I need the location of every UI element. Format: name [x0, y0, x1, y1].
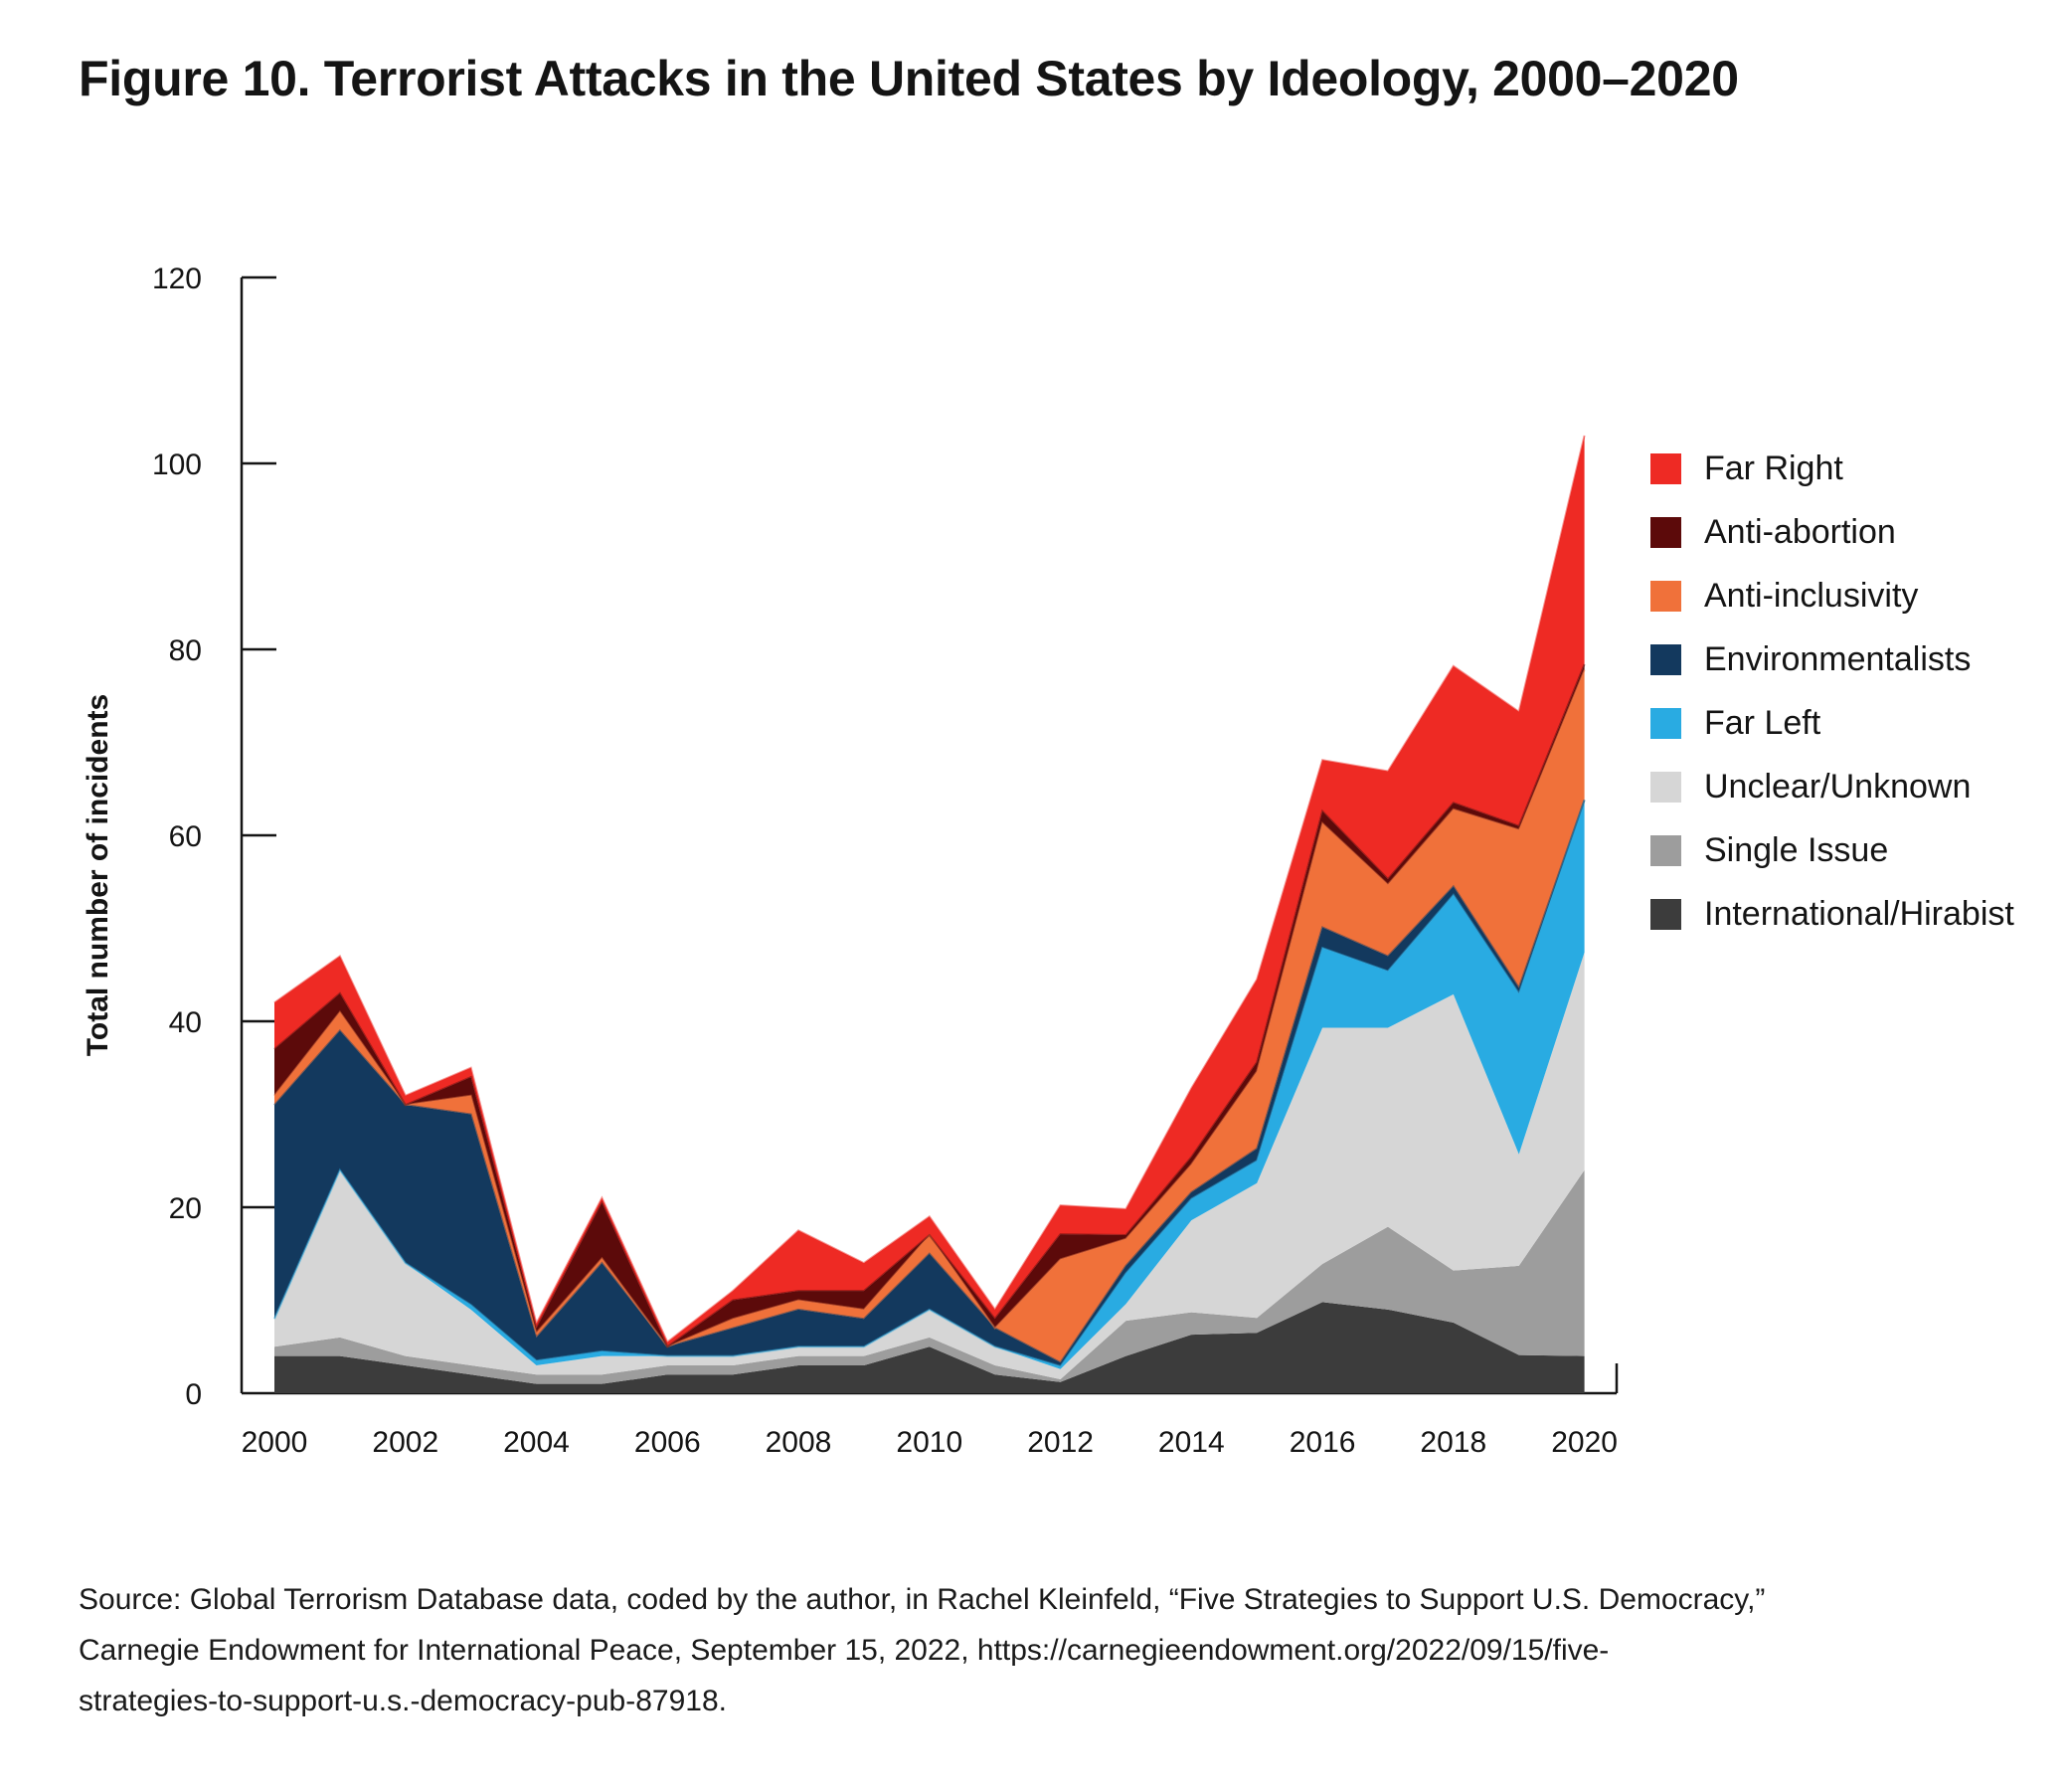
svg-text:Anti-inclusivity: Anti-inclusivity [1704, 577, 1918, 615]
svg-text:2020: 2020 [1551, 1426, 1618, 1459]
svg-text:80: 80 [169, 634, 202, 667]
svg-text:2008: 2008 [766, 1426, 832, 1459]
svg-text:2002: 2002 [372, 1426, 438, 1459]
svg-text:2014: 2014 [1158, 1426, 1225, 1459]
svg-text:2004: 2004 [503, 1426, 570, 1459]
svg-text:60: 60 [169, 820, 202, 853]
svg-text:2016: 2016 [1290, 1426, 1356, 1459]
svg-text:2010: 2010 [896, 1426, 962, 1459]
svg-text:2012: 2012 [1027, 1426, 1094, 1459]
svg-text:0: 0 [185, 1378, 202, 1411]
svg-text:Total number of incidents: Total number of incidents [82, 694, 114, 1056]
svg-text:Anti-abortion: Anti-abortion [1704, 513, 1896, 551]
svg-text:20: 20 [169, 1192, 202, 1225]
svg-text:Unclear/Unknown: Unclear/Unknown [1704, 768, 1971, 806]
svg-text:Far Right: Far Right [1704, 449, 1843, 487]
svg-text:2006: 2006 [634, 1426, 701, 1459]
svg-text:Far Left: Far Left [1704, 704, 1821, 742]
svg-text:120: 120 [152, 263, 202, 295]
svg-text:Single Issue: Single Issue [1704, 831, 1888, 869]
svg-text:40: 40 [169, 1006, 202, 1039]
svg-text:International/Hirabist: International/Hirabist [1704, 895, 2014, 933]
svg-text:Environmentalists: Environmentalists [1704, 640, 1971, 678]
svg-text:2000: 2000 [242, 1426, 308, 1459]
svg-text:100: 100 [152, 448, 202, 481]
svg-text:2018: 2018 [1420, 1426, 1486, 1459]
